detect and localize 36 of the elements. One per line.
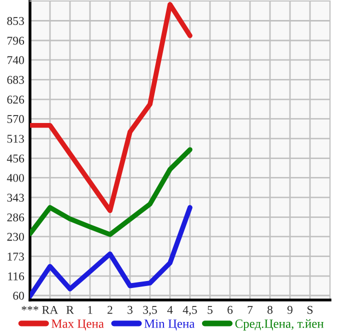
line-series (30, 2, 192, 214)
y-tick-label: 60 (13, 292, 24, 300)
y-tick-label: 116 (8, 272, 24, 280)
y-tick-label: 456 (6, 154, 24, 163)
line-series (30, 205, 192, 299)
y-tick-label: 173 (8, 252, 24, 261)
y-tick-label: 230 (7, 232, 24, 241)
x-tick-label: RA (42, 306, 58, 314)
y-tick-label: 796 (8, 36, 24, 45)
x-tick-label: R (66, 306, 74, 314)
x-tick-label: 8 (268, 306, 272, 314)
y-tick-label: 853 (7, 16, 24, 25)
x-tick-label: 4,5 (182, 306, 197, 316)
x-tick-label: 3,5 (143, 306, 157, 316)
y-tick-label: 683 (7, 76, 24, 84)
y-tick-label: 343 (7, 194, 24, 202)
y-tick-label: 400 (6, 174, 24, 182)
x-tick-label: 9 (287, 306, 292, 314)
x-tick-label: 3 (128, 306, 132, 314)
x-tick-label: 7 (248, 306, 253, 314)
x-tick-label: 2 (108, 306, 112, 314)
x-tick-label: 1 (88, 306, 92, 314)
legend-label: Сред.Цена, т.йен (235, 319, 324, 330)
x-tick-label: 5 (208, 306, 212, 314)
y-tick-label: 740 (8, 56, 24, 64)
y-tick-label: 286 (7, 213, 24, 222)
x-tick-label: *** (22, 306, 38, 310)
line-series (30, 147, 192, 237)
x-tick-label: 6 (228, 306, 233, 314)
legend-label: Max Цена (52, 320, 104, 330)
y-tick-label: 626 (7, 96, 24, 104)
x-tick-label: S (308, 306, 313, 314)
y-tick-label: 513 (7, 134, 24, 143)
x-tick-label: 4 (167, 306, 173, 314)
legend-label: Min Цена (144, 320, 195, 330)
y-tick-label: 570 (7, 115, 24, 124)
